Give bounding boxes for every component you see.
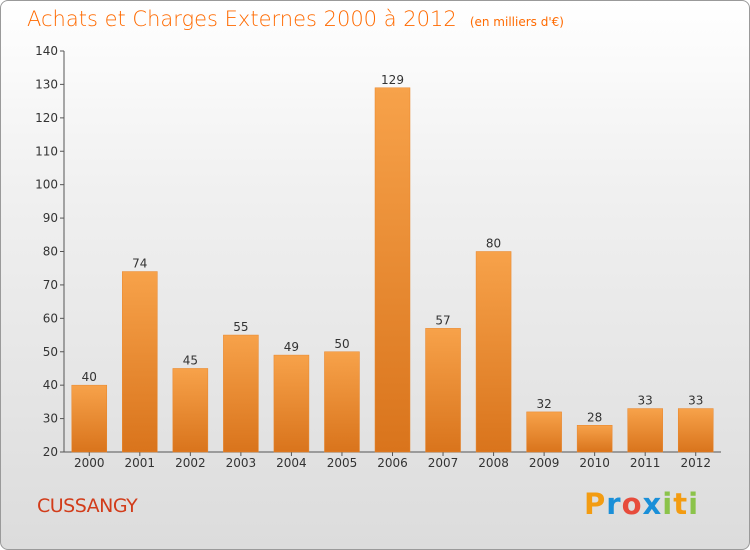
bar-2000 bbox=[71, 384, 108, 453]
x-tick-label: 2011 bbox=[630, 456, 661, 470]
x-tick-label: 2000 bbox=[74, 456, 105, 470]
data-label: 33 bbox=[638, 394, 653, 408]
data-label: 40 bbox=[82, 370, 97, 384]
y-tick-label: 40 bbox=[43, 378, 58, 392]
bar-2006 bbox=[374, 87, 411, 453]
data-label: 80 bbox=[486, 237, 501, 251]
y-tick-label: 80 bbox=[43, 245, 58, 259]
bar-2010 bbox=[576, 425, 613, 453]
x-tick-label: 2006 bbox=[377, 456, 408, 470]
data-label: 45 bbox=[183, 353, 198, 367]
logo-letter: i bbox=[662, 487, 674, 521]
data-label: 129 bbox=[381, 73, 404, 87]
x-tick-label: 2009 bbox=[529, 456, 560, 470]
y-tick-label: 100 bbox=[35, 178, 58, 192]
bar-2003 bbox=[223, 334, 259, 453]
title-main: Achats et Charges Externes 2000 à 2012 bbox=[27, 7, 457, 31]
x-tick-label: 2008 bbox=[478, 456, 509, 470]
logo-letter: r bbox=[606, 487, 622, 521]
x-tick-label: 2005 bbox=[327, 456, 358, 470]
data-label: 32 bbox=[536, 397, 551, 411]
y-tick-label: 60 bbox=[43, 311, 58, 325]
bar-2002 bbox=[172, 368, 209, 453]
x-tick-label: 2012 bbox=[680, 456, 711, 470]
bar-2009 bbox=[526, 411, 562, 453]
bar-2012 bbox=[677, 408, 714, 453]
logo-letter: i bbox=[688, 487, 700, 521]
bar-2004 bbox=[273, 354, 310, 453]
y-tick-label: 110 bbox=[35, 144, 58, 158]
x-tick-label: 2002 bbox=[175, 456, 206, 470]
data-label: 50 bbox=[334, 337, 349, 351]
x-tick-label: 2004 bbox=[276, 456, 307, 470]
y-tick-label: 130 bbox=[35, 77, 58, 91]
x-tick-label: 2003 bbox=[226, 456, 257, 470]
logo-letter: o bbox=[621, 487, 643, 521]
chart-title: Achats et Charges Externes 2000 à 2012 (… bbox=[27, 7, 564, 31]
bar-2011 bbox=[627, 408, 663, 453]
logo-letter: x bbox=[642, 487, 663, 521]
x-tick-label: 2007 bbox=[428, 456, 459, 470]
data-label: 55 bbox=[233, 320, 248, 334]
bar-2001 bbox=[122, 271, 158, 453]
y-tick-label: 20 bbox=[43, 445, 58, 459]
bar-2007 bbox=[425, 328, 461, 453]
logo-letter: P bbox=[584, 487, 607, 521]
data-label: 49 bbox=[284, 340, 299, 354]
data-label: 33 bbox=[688, 394, 703, 408]
data-label: 57 bbox=[435, 313, 450, 327]
bar-2005 bbox=[324, 351, 360, 453]
y-tick-label: 70 bbox=[43, 278, 58, 292]
data-label: 74 bbox=[132, 257, 147, 271]
y-tick-label: 140 bbox=[35, 44, 58, 58]
logo-letter: t bbox=[673, 487, 689, 521]
x-tick-label: 2001 bbox=[125, 456, 156, 470]
y-tick-label: 30 bbox=[43, 412, 58, 426]
x-tick-label: 2010 bbox=[579, 456, 610, 470]
bar-2008 bbox=[475, 251, 512, 453]
proxiti-logo: Proxiti bbox=[584, 487, 699, 521]
y-tick-label: 90 bbox=[43, 211, 58, 225]
title-unit: (en milliers d'€) bbox=[469, 15, 564, 29]
commune-name: CUSSANGY bbox=[37, 495, 138, 517]
data-label: 28 bbox=[587, 410, 602, 424]
y-tick-label: 50 bbox=[43, 345, 58, 359]
y-tick-label: 120 bbox=[35, 111, 58, 125]
